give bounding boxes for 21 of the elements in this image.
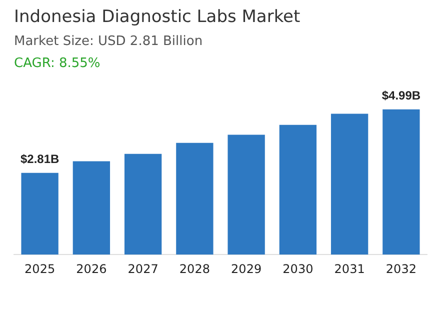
- bar: [124, 154, 162, 255]
- chart-subtitle: Market Size: USD 2.81 Billion: [14, 34, 203, 49]
- data-label: $2.81B: [20, 152, 60, 166]
- text: CAGR: 8.55%: [14, 56, 100, 71]
- bar: [279, 124, 317, 255]
- x-tick-label: 2027: [128, 262, 158, 276]
- x-tick-label: 2029: [231, 262, 262, 276]
- bar: [382, 109, 420, 255]
- x-tick-label: 2028: [179, 262, 210, 276]
- x-tick-label: 2025: [24, 262, 56, 276]
- x-tick-label: 2026: [76, 262, 107, 276]
- bar: [176, 142, 214, 255]
- x-tick-label: 2031: [334, 262, 365, 276]
- x-tick-label: 2032: [386, 262, 416, 276]
- data-label: $4.99B: [382, 88, 421, 103]
- bar: [21, 172, 58, 255]
- bar: [228, 134, 265, 255]
- bar: [72, 161, 110, 255]
- bar: [330, 114, 368, 255]
- chart-title: Indonesia Diagnostic Labs Market: [14, 7, 300, 27]
- x-tick-label: 2030: [282, 262, 314, 276]
